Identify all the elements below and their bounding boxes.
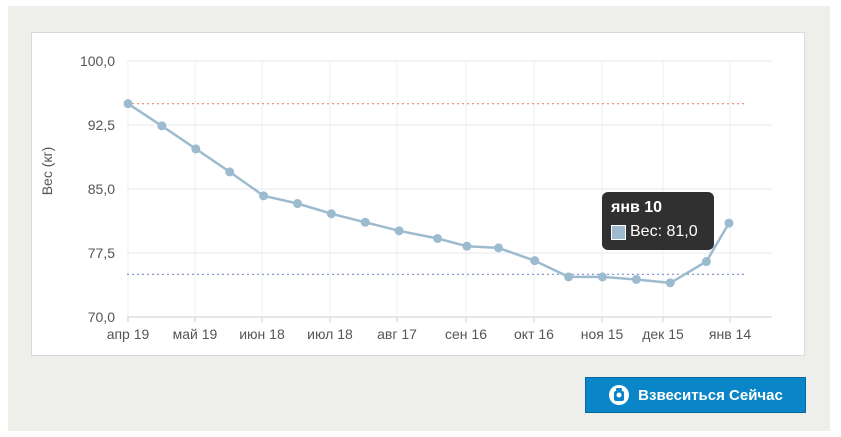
- data-point[interactable]: [225, 167, 235, 177]
- x-tick-label: авг 17: [377, 326, 417, 342]
- data-point[interactable]: [394, 226, 404, 236]
- scale-icon: [608, 384, 630, 406]
- y-tick-label: 92,5: [88, 117, 115, 133]
- data-point[interactable]: [597, 272, 607, 282]
- y-tick-label: 100,0: [80, 53, 115, 69]
- data-point[interactable]: [665, 278, 675, 288]
- data-point[interactable]: [157, 121, 167, 131]
- series-swatch: [611, 224, 626, 240]
- x-tick-label: дек 15: [642, 326, 684, 342]
- data-point[interactable]: [724, 218, 734, 228]
- x-tick-label: май 19: [173, 326, 218, 342]
- data-point[interactable]: [360, 217, 370, 227]
- x-tick-label: июн 18: [239, 326, 285, 342]
- weigh-now-label: Взвеситься Сейчас: [638, 386, 783, 404]
- y-tick-label: 70,0: [88, 309, 115, 325]
- weigh-now-button[interactable]: Взвеситься Сейчас: [585, 377, 806, 413]
- data-point[interactable]: [701, 257, 711, 267]
- x-tick-label: июл 18: [307, 326, 353, 342]
- x-tick-label: ноя 15: [581, 326, 624, 342]
- x-tick-label: сен 16: [445, 326, 487, 342]
- data-point[interactable]: [631, 274, 641, 284]
- data-point[interactable]: [292, 199, 302, 209]
- tooltip-title: янв 10: [611, 199, 663, 216]
- x-tick-label: апр 19: [107, 326, 150, 342]
- data-point[interactable]: [564, 272, 574, 282]
- data-point[interactable]: [433, 233, 443, 243]
- x-tick-label: окт 16: [514, 326, 554, 342]
- data-point[interactable]: [326, 209, 336, 219]
- y-axis-label: Вес (кг): [39, 147, 55, 196]
- x-tick-label: янв 14: [709, 326, 751, 342]
- data-point[interactable]: [530, 256, 540, 266]
- y-tick-label: 77,5: [88, 245, 115, 261]
- data-point[interactable]: [123, 99, 133, 109]
- data-tooltip: янв 10 Вес: 81,0: [602, 192, 714, 250]
- tooltip-value: Вес: 81,0: [630, 223, 698, 240]
- y-tick-label: 85,0: [88, 181, 115, 197]
- data-point[interactable]: [259, 191, 269, 201]
- tooltip-row: Вес: 81,0: [611, 223, 705, 241]
- series-points[interactable]: [123, 99, 734, 288]
- data-point[interactable]: [494, 243, 504, 253]
- data-point[interactable]: [462, 241, 472, 251]
- data-point[interactable]: [191, 144, 201, 154]
